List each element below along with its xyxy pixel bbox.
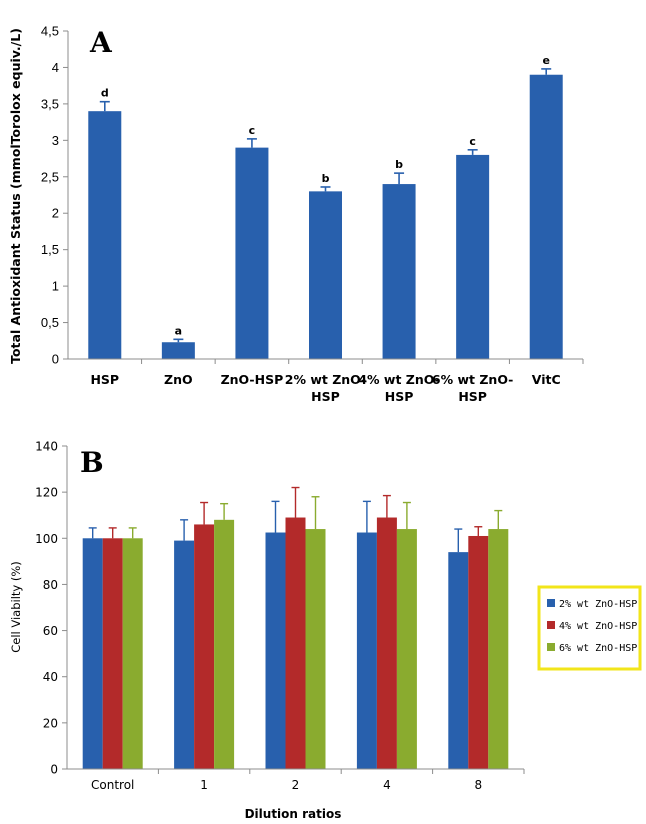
panel-b-chart: 0 20 40 60 80 100 120 140 Control 1 2 4 8 B Cell Vi… [9,440,642,821]
panel-b-y-tick-label: 60 [43,624,58,638]
panel-a-category-label: ZnO [164,372,193,387]
legend-swatch [547,621,555,629]
panel-b-bar [448,552,469,769]
panel-b-category-label: 2 [292,778,300,792]
legend-swatch [547,599,555,607]
panel-a-category-label: HSP [458,389,487,404]
panel-a-category-label: HSP [90,372,119,387]
panel-a-y-tick-label: 1 [52,279,59,294]
panel-a-bar [309,191,342,359]
panel-a-y-tick-label: 1,5 [41,242,59,257]
panel-a-y-tick-label: 3,5 [41,96,59,111]
panel-b-y-axis-title: Cell Viabilty (%) [9,561,23,653]
panel-a-significance-letter: d [101,87,109,100]
panel-b-bar [194,524,215,769]
panel-b-bar [102,538,123,769]
panel-b-bar [174,540,195,769]
panel-a-y-tick-label: 2 [52,206,59,221]
panel-a-significance-letter: b [395,158,403,171]
panel-b-y-tick-label: 40 [43,670,58,684]
panel-b-category-label: 4 [383,778,391,792]
panel-a-y-axis-title: Total Antioxidant Status (mmolTorolox eq… [8,28,23,364]
panel-b-label: B [80,446,104,479]
panel-a-significance-letter: a [175,324,182,337]
panel-b-bar [396,529,417,769]
panel-b-category-label: 1 [200,778,208,792]
panel-a-category-label: 2% wt ZnO- [285,372,366,387]
panel-b-y-tick-label: 120 [35,486,58,500]
panel-b-x-axis-title: Dilution ratios [245,807,342,821]
panel-a-bar [456,154,490,359]
legend-label: 4% wt ZnO-HSP [559,621,637,632]
panel-a-significance-letter: c [249,124,256,137]
panel-b-y-tick-label: 140 [35,440,58,454]
panel-a-category-label: HSP [311,389,340,404]
panel-a-significance-letter: e [542,54,549,67]
panel-a-bar [88,111,122,359]
panel-b-y-tick-label: 100 [35,532,58,546]
panel-b-bar [285,517,306,769]
panel-b-bar [82,538,103,769]
legend: 2% wt ZnO-HSP 4% wt ZnO-HSP 6% wt ZnO-HSP [537,585,642,671]
panel-a-category-label: HSP [385,389,414,404]
legend-box [537,585,642,671]
panel-a-significance-letter: c [469,135,476,148]
panel-b-bar [214,519,235,769]
panel-a-y-tick-label: 3 [52,133,59,148]
panel-a-y-tick-label: 4 [52,60,59,75]
panel-b-bar [376,517,397,769]
legend-swatch [547,643,555,651]
panel-a-bar [161,342,195,359]
panel-a-category-label: 4% wt ZnO- [358,372,439,387]
panel-b-bar [468,535,489,769]
panel-b-bar [356,532,377,769]
panel-a-chart: A Total Antioxidant Status (mmolTorolox … [8,24,584,404]
panel-a-y-tick-label: 0,5 [41,315,59,330]
panel-a-y-tick-label: 0 [52,352,59,367]
panel-a-label: A [89,26,113,59]
panel-a-category-label: VitC [532,372,561,387]
panel-a-y-tick-label: 4,5 [41,24,59,39]
panel-b-bar [488,529,509,769]
panel-b-y-tick-label: 0 [50,763,58,777]
panel-b-bar [265,532,286,769]
panel-a-bar [529,74,563,359]
panel-b-y-tick-label: 20 [43,716,58,730]
panel-a-category-label: ZnO-HSP [221,372,284,387]
legend-label: 2% wt ZnO-HSP [559,599,637,610]
panel-a-significance-letter: b [322,172,330,185]
panel-a-y-tick-label: 2,5 [41,169,59,184]
panel-b-y-tick-label: 80 [43,578,58,592]
panel-a-bar [382,184,416,359]
panel-b-bar [305,529,326,769]
panel-a-bar [235,147,269,359]
panel-b-category-label: Control [91,778,134,792]
panel-b-bar [122,538,143,769]
legend-label: 6% wt ZnO-HSP [559,643,637,654]
panel-b-category-label: 8 [474,778,482,792]
panel-a-category-label: 6% wt ZnO- [432,372,513,387]
